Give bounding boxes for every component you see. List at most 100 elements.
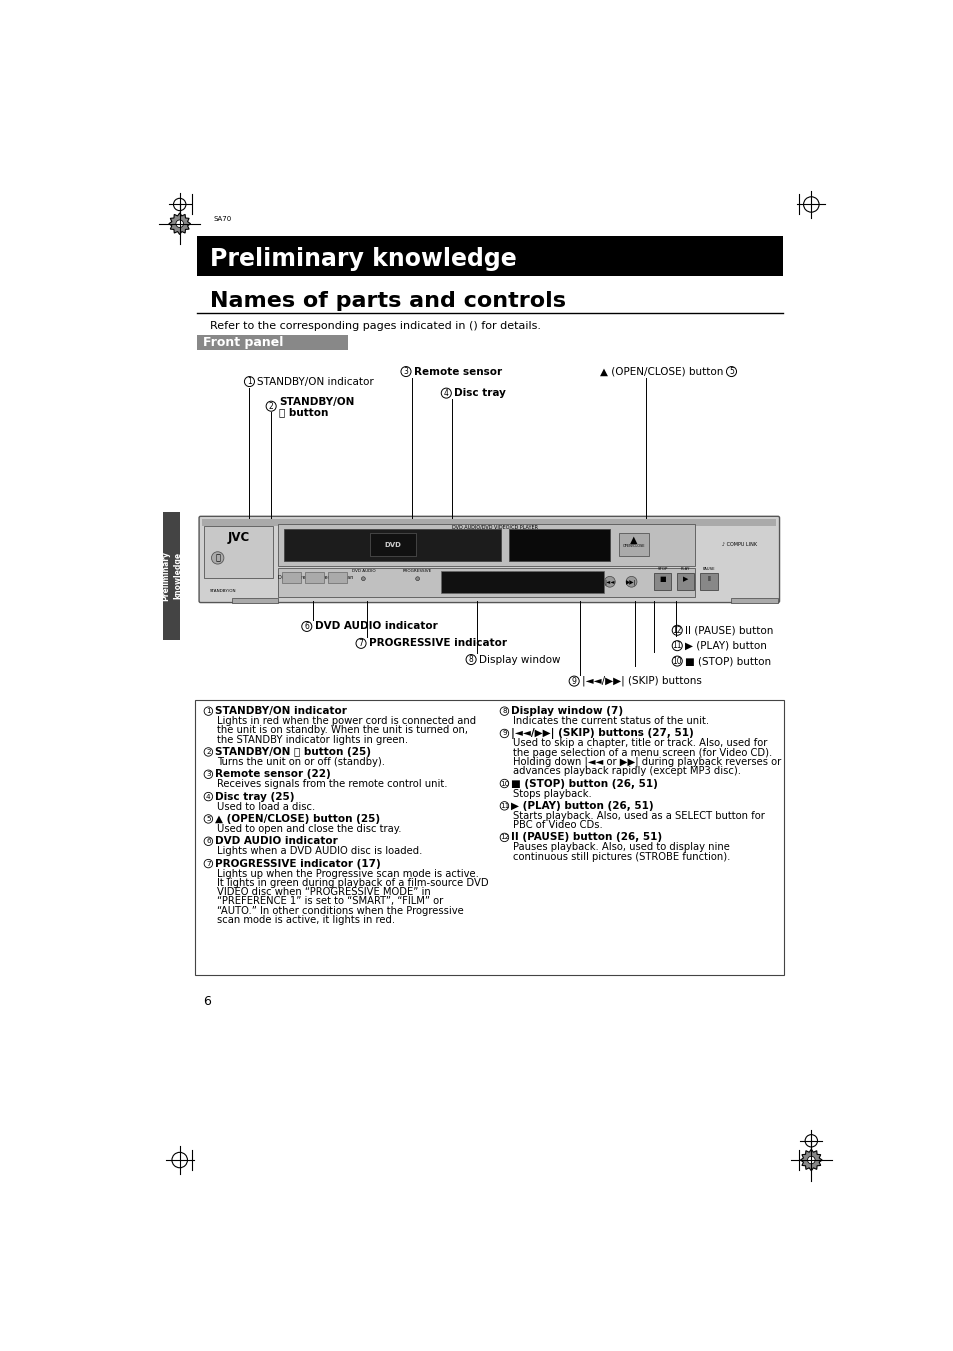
- Text: DVD AUDIO indicator: DVD AUDIO indicator: [314, 621, 436, 631]
- Text: 6: 6: [203, 994, 211, 1008]
- Bar: [369, 534, 416, 557]
- Text: STANDBY/ON: STANDBY/ON: [210, 589, 236, 593]
- Text: PLAY: PLAY: [680, 567, 690, 571]
- Text: Lights up when the Progressive scan mode is active.: Lights up when the Progressive scan mode…: [216, 869, 478, 878]
- Text: 10: 10: [672, 657, 681, 666]
- Circle shape: [416, 577, 419, 581]
- Text: STOP: STOP: [657, 567, 667, 571]
- Text: the STANDBY indicator lights in green.: the STANDBY indicator lights in green.: [216, 735, 408, 744]
- Text: Disc tray: Disc tray: [454, 388, 505, 399]
- Text: ⏼: ⏼: [215, 554, 220, 562]
- Text: Preliminary
knowledge: Preliminary knowledge: [161, 551, 182, 601]
- Text: |◄◄/▶▶| (SKIP) buttons (27, 51): |◄◄/▶▶| (SKIP) buttons (27, 51): [511, 728, 694, 739]
- FancyBboxPatch shape: [199, 516, 779, 603]
- Text: ▶ (PLAY) button: ▶ (PLAY) button: [684, 640, 766, 651]
- Bar: [284, 528, 500, 561]
- Text: Preliminary knowledge: Preliminary knowledge: [210, 247, 517, 272]
- Bar: [618, 534, 648, 557]
- Text: 9: 9: [501, 731, 506, 736]
- Text: ▲: ▲: [629, 535, 637, 544]
- Text: |◄◄/▶▶| (SKIP) buttons: |◄◄/▶▶| (SKIP) buttons: [581, 676, 701, 686]
- Text: 5: 5: [206, 816, 211, 821]
- Text: 2: 2: [269, 401, 274, 411]
- Bar: [163, 512, 180, 639]
- Text: ♪ COMPU LINK: ♪ COMPU LINK: [721, 542, 757, 547]
- Text: ▶: ▶: [682, 576, 688, 582]
- Text: Used to open and close the disc tray.: Used to open and close the disc tray.: [216, 824, 401, 834]
- Text: Turns the unit on or off (standby).: Turns the unit on or off (standby).: [216, 757, 384, 767]
- Polygon shape: [800, 1150, 821, 1171]
- Text: Remote sensor: Remote sensor: [414, 366, 501, 377]
- Bar: [278, 524, 695, 566]
- Circle shape: [604, 577, 615, 588]
- Text: Used to skip a chapter, title or track. Also, used for: Used to skip a chapter, title or track. …: [513, 739, 766, 748]
- Text: 5: 5: [728, 367, 733, 376]
- Text: Remote sensor (22): Remote sensor (22): [215, 769, 331, 780]
- Text: Front panel: Front panel: [203, 336, 283, 349]
- Text: the page selection of a menu screen (for Video CD).: the page selection of a menu screen (for…: [513, 747, 771, 758]
- Bar: [440, 571, 603, 593]
- Text: PAUSE: PAUSE: [702, 567, 715, 571]
- Text: VIDEO disc when “PROGRESSIVE MODE” in: VIDEO disc when “PROGRESSIVE MODE” in: [216, 888, 430, 897]
- Text: 1: 1: [206, 708, 211, 715]
- Text: PROGRESSIVE indicator: PROGRESSIVE indicator: [369, 639, 506, 648]
- Bar: [202, 519, 776, 526]
- Text: DVD AUDIO: DVD AUDIO: [352, 569, 375, 573]
- Bar: [305, 571, 323, 582]
- Text: ▶▶|: ▶▶|: [625, 580, 636, 585]
- Text: PROGRESSIVE indicator (17): PROGRESSIVE indicator (17): [215, 859, 380, 869]
- Text: ■ (STOP) button: ■ (STOP) button: [684, 657, 770, 666]
- Circle shape: [806, 1156, 814, 1163]
- Text: DVD: DVD: [384, 542, 401, 547]
- Circle shape: [212, 551, 224, 565]
- Circle shape: [361, 577, 365, 581]
- Text: 2: 2: [206, 748, 211, 755]
- Bar: [328, 571, 347, 582]
- Text: DVD AUDIO/DVD VIDEO/CD PLAYER: DVD AUDIO/DVD VIDEO/CD PLAYER: [452, 524, 537, 530]
- Text: DVD AUDIO indicator: DVD AUDIO indicator: [215, 836, 337, 846]
- Text: Indicates the current status of the unit.: Indicates the current status of the unit…: [513, 716, 708, 725]
- Bar: [282, 571, 300, 582]
- Text: 7: 7: [206, 861, 211, 866]
- Text: ▶ (PLAY) button (26, 51): ▶ (PLAY) button (26, 51): [511, 801, 654, 811]
- Text: PBC of Video CDs.: PBC of Video CDs.: [513, 820, 602, 830]
- Text: Lights in red when the power cord is connected and: Lights in red when the power cord is con…: [216, 716, 476, 725]
- Text: 9: 9: [571, 677, 576, 685]
- Text: II: II: [706, 576, 710, 582]
- Bar: [196, 335, 348, 350]
- Text: “AUTO.” In other conditions when the Progressive: “AUTO.” In other conditions when the Pro…: [216, 905, 463, 916]
- Text: 3: 3: [206, 771, 211, 777]
- Text: 11: 11: [672, 642, 681, 650]
- Bar: [700, 573, 717, 590]
- Bar: [677, 573, 694, 590]
- Text: Names of parts and controls: Names of parts and controls: [210, 290, 565, 311]
- Bar: [654, 573, 670, 590]
- Text: 6: 6: [206, 838, 211, 844]
- Text: ■: ■: [659, 576, 665, 582]
- Text: STANDBY/ON indicator: STANDBY/ON indicator: [257, 377, 374, 386]
- Text: STANDBY/ON indicator: STANDBY/ON indicator: [215, 707, 347, 716]
- Text: ■ (STOP) button (26, 51): ■ (STOP) button (26, 51): [511, 778, 658, 789]
- Text: 12: 12: [499, 835, 509, 840]
- Text: Disc tray (25): Disc tray (25): [215, 792, 294, 801]
- Text: the unit is on standby. When the unit is turned on,: the unit is on standby. When the unit is…: [216, 725, 467, 735]
- Text: SA70: SA70: [213, 216, 232, 222]
- Bar: [195, 700, 783, 975]
- Text: Starts playback. Also, used as a SELECT button for: Starts playback. Also, used as a SELECT …: [513, 811, 764, 821]
- Text: Stops playback.: Stops playback.: [513, 789, 591, 798]
- Bar: [232, 598, 278, 603]
- Text: 11: 11: [499, 802, 509, 809]
- Text: ▲ (OPEN/CLOSE) button (25): ▲ (OPEN/CLOSE) button (25): [215, 813, 380, 824]
- Text: ⏼ button: ⏼ button: [278, 408, 328, 417]
- Circle shape: [175, 220, 183, 227]
- Text: OPEN/CLOSE: OPEN/CLOSE: [622, 544, 644, 549]
- Text: Refer to the corresponding pages indicated in () for details.: Refer to the corresponding pages indicat…: [210, 322, 540, 331]
- Text: II (PAUSE) button: II (PAUSE) button: [684, 626, 773, 635]
- Text: 1: 1: [247, 377, 252, 386]
- Text: advances playback rapidly (except MP3 disc).: advances playback rapidly (except MP3 di…: [513, 766, 740, 777]
- Text: “PREFERENCE 1” is set to “SMART”, “FILM” or: “PREFERENCE 1” is set to “SMART”, “FILM”…: [216, 896, 443, 907]
- Text: Pauses playback. Also, used to display nine: Pauses playback. Also, used to display n…: [513, 843, 729, 852]
- Text: JVC: JVC: [227, 531, 250, 544]
- Bar: [204, 526, 273, 578]
- Bar: [196, 236, 782, 276]
